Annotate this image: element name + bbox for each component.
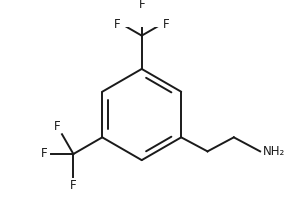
Text: NH₂: NH₂ (263, 145, 285, 158)
Text: F: F (163, 18, 170, 31)
Text: F: F (138, 0, 145, 11)
Text: F: F (41, 148, 48, 160)
Text: F: F (70, 179, 77, 192)
Text: F: F (54, 120, 60, 133)
Text: F: F (114, 18, 120, 31)
